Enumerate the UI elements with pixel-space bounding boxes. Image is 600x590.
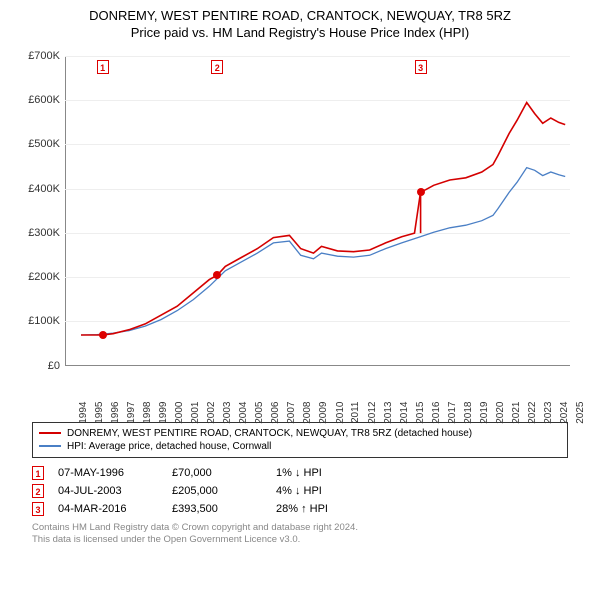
sales-row-2: 3 04-MAR-2016 £393,500 28% ↑ HPI bbox=[32, 500, 568, 518]
sale-dot-1 bbox=[99, 331, 107, 339]
footnote-line1: Contains HM Land Registry data © Crown c… bbox=[32, 522, 568, 534]
sales-price-1: £205,000 bbox=[172, 485, 262, 497]
legend-label-0: DONREMY, WEST PENTIRE ROAD, CRANTOCK, NE… bbox=[67, 428, 472, 439]
legend-label-1: HPI: Average price, detached house, Corn… bbox=[67, 441, 271, 452]
sale-dot-2 bbox=[213, 271, 221, 279]
footnote-line2: This data is licensed under the Open Gov… bbox=[32, 534, 568, 546]
sales-marker-0: 1 bbox=[32, 466, 44, 480]
sale-dot-3 bbox=[417, 188, 425, 196]
sales-diff-1: 4% ↓ HPI bbox=[276, 485, 386, 497]
title-line1: DONREMY, WEST PENTIRE ROAD, CRANTOCK, NE… bbox=[10, 8, 590, 25]
series-line-0 bbox=[81, 102, 565, 335]
sales-price-2: £393,500 bbox=[172, 503, 262, 515]
sales-date-1: 04-JUL-2003 bbox=[58, 485, 158, 497]
sale-marker-box-1: 1 bbox=[97, 60, 109, 74]
sales-diff-2: 28% ↑ HPI bbox=[276, 503, 386, 515]
legend-swatch-0 bbox=[39, 432, 61, 434]
sales-marker-2: 3 bbox=[32, 502, 44, 516]
legend-row-1: HPI: Average price, detached house, Corn… bbox=[39, 440, 561, 453]
sales-diff-0: 1% ↓ HPI bbox=[276, 467, 386, 479]
chart-container: DONREMY, WEST PENTIRE ROAD, CRANTOCK, NE… bbox=[0, 0, 600, 590]
legend-row-0: DONREMY, WEST PENTIRE ROAD, CRANTOCK, NE… bbox=[39, 427, 561, 440]
legend-swatch-1 bbox=[39, 445, 61, 447]
sale-marker-box-3: 3 bbox=[415, 60, 427, 74]
sales-price-0: £70,000 bbox=[172, 467, 262, 479]
plot-svg bbox=[20, 48, 580, 418]
title-line2: Price paid vs. HM Land Registry's House … bbox=[10, 25, 590, 42]
sales-marker-1: 2 bbox=[32, 484, 44, 498]
title-block: DONREMY, WEST PENTIRE ROAD, CRANTOCK, NE… bbox=[10, 8, 590, 42]
sales-row-1: 2 04-JUL-2003 £205,000 4% ↓ HPI bbox=[32, 482, 568, 500]
footnote: Contains HM Land Registry data © Crown c… bbox=[32, 522, 568, 547]
legend-box: DONREMY, WEST PENTIRE ROAD, CRANTOCK, NE… bbox=[32, 422, 568, 458]
chart-area: £0£100K£200K£300K£400K£500K£600K£700K199… bbox=[20, 48, 580, 418]
sales-date-2: 04-MAR-2016 bbox=[58, 503, 158, 515]
sale-marker-box-2: 2 bbox=[211, 60, 223, 74]
sales-row-0: 1 07-MAY-1996 £70,000 1% ↓ HPI bbox=[32, 464, 568, 482]
sales-date-0: 07-MAY-1996 bbox=[58, 467, 158, 479]
sales-table: 1 07-MAY-1996 £70,000 1% ↓ HPI 2 04-JUL-… bbox=[32, 464, 568, 518]
series-line-1 bbox=[81, 167, 565, 334]
